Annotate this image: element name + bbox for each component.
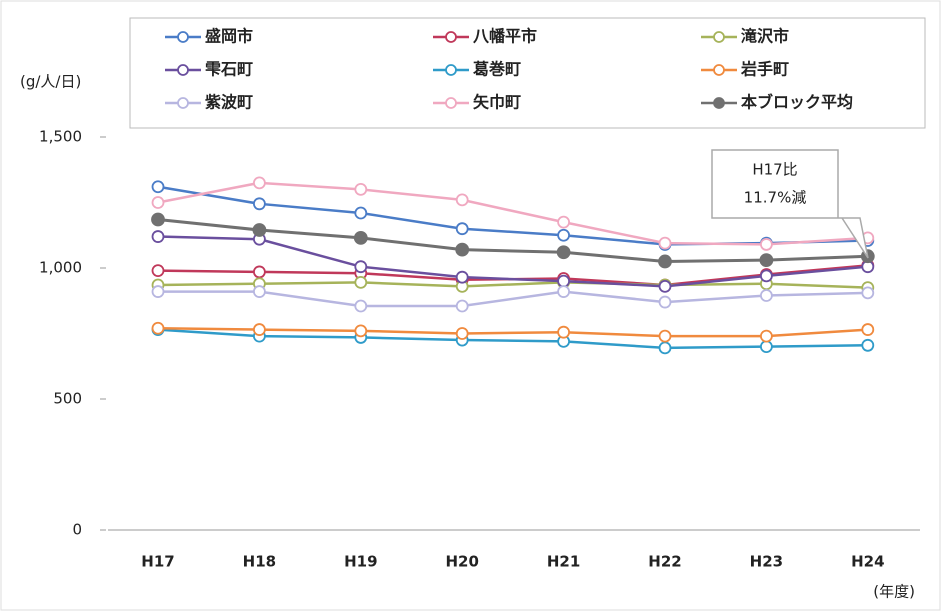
point bbox=[861, 286, 875, 300]
legend-label: 盛岡市 bbox=[205, 27, 253, 46]
legend-marker bbox=[177, 97, 189, 109]
point bbox=[252, 176, 266, 190]
x-axis-label: (年度) bbox=[873, 583, 915, 601]
legend-marker bbox=[445, 31, 457, 43]
x-tick-label: H19 bbox=[344, 553, 377, 571]
point bbox=[151, 321, 165, 335]
y-axis-label: (g/人/日) bbox=[20, 73, 81, 91]
point bbox=[658, 295, 672, 309]
x-tick-label: H24 bbox=[851, 553, 884, 571]
point bbox=[760, 238, 773, 251]
point bbox=[151, 230, 165, 243]
callout bbox=[711, 149, 869, 259]
legend-label: 矢巾町 bbox=[473, 93, 521, 112]
legend-marker bbox=[177, 31, 189, 43]
x-tick-label: H17 bbox=[141, 553, 174, 571]
point bbox=[151, 285, 165, 298]
point bbox=[455, 242, 470, 257]
y-tick-label: 500 bbox=[53, 390, 82, 408]
point bbox=[252, 323, 266, 336]
series-line bbox=[158, 290, 868, 308]
series-line bbox=[157, 281, 868, 289]
point bbox=[861, 338, 875, 352]
point bbox=[455, 327, 469, 340]
point bbox=[354, 260, 368, 274]
legend-label: 雫石町 bbox=[205, 60, 253, 79]
legend-label: 八幡平市 bbox=[472, 27, 537, 46]
point bbox=[658, 341, 672, 355]
point bbox=[354, 276, 368, 289]
series-line bbox=[157, 328, 868, 350]
point bbox=[354, 182, 368, 196]
legend-marker bbox=[177, 64, 189, 76]
legend-label: 滝沢市 bbox=[741, 27, 789, 46]
point bbox=[556, 245, 571, 260]
series-line bbox=[157, 181, 868, 246]
series-line bbox=[157, 235, 868, 288]
point bbox=[861, 323, 875, 336]
point bbox=[760, 329, 773, 343]
x-tick-label: H20 bbox=[445, 553, 478, 571]
point bbox=[354, 299, 368, 313]
point bbox=[760, 340, 773, 354]
point bbox=[658, 279, 672, 293]
point bbox=[658, 254, 672, 269]
legend-marker bbox=[713, 31, 725, 43]
legend-label: 岩手町 bbox=[740, 60, 789, 79]
point bbox=[760, 269, 773, 283]
point bbox=[759, 253, 774, 268]
legend-marker bbox=[445, 64, 457, 76]
point bbox=[252, 265, 266, 279]
point bbox=[557, 215, 570, 229]
point bbox=[151, 196, 165, 209]
point bbox=[557, 228, 570, 242]
point bbox=[252, 197, 266, 211]
point bbox=[760, 289, 773, 302]
point bbox=[151, 180, 165, 194]
legend-label: 紫波町 bbox=[205, 93, 253, 112]
annotation: H17比 bbox=[752, 161, 797, 179]
x-tick-label: H21 bbox=[547, 553, 580, 571]
point bbox=[353, 230, 368, 245]
point bbox=[252, 223, 267, 237]
point bbox=[455, 193, 469, 207]
y-tick-label: 1,000 bbox=[39, 259, 82, 277]
x-tick-label: H22 bbox=[648, 553, 681, 571]
point bbox=[557, 274, 570, 288]
legend-marker bbox=[713, 97, 725, 109]
point bbox=[354, 324, 368, 338]
point bbox=[455, 270, 469, 284]
point bbox=[658, 329, 672, 343]
x-tick-label: H23 bbox=[750, 553, 783, 571]
point bbox=[455, 299, 469, 313]
point bbox=[151, 212, 165, 227]
x-tick-label: H18 bbox=[243, 553, 276, 571]
legend-marker bbox=[445, 97, 457, 109]
y-tick-label: 0 bbox=[72, 521, 82, 539]
point bbox=[354, 206, 368, 220]
legend-marker bbox=[713, 64, 725, 76]
legend-box bbox=[129, 17, 926, 129]
annotation: 11.7%減 bbox=[744, 189, 807, 207]
series-line bbox=[157, 218, 868, 263]
point bbox=[455, 222, 469, 236]
point bbox=[252, 285, 266, 298]
point bbox=[658, 236, 672, 250]
y-tick-label: 1,500 bbox=[39, 128, 82, 146]
legend-label: 葛巻町 bbox=[473, 60, 521, 79]
point bbox=[557, 325, 570, 339]
legend-label: 本ブロック平均 bbox=[741, 93, 853, 112]
point bbox=[151, 264, 165, 278]
series-line bbox=[157, 327, 868, 338]
point bbox=[557, 285, 570, 298]
